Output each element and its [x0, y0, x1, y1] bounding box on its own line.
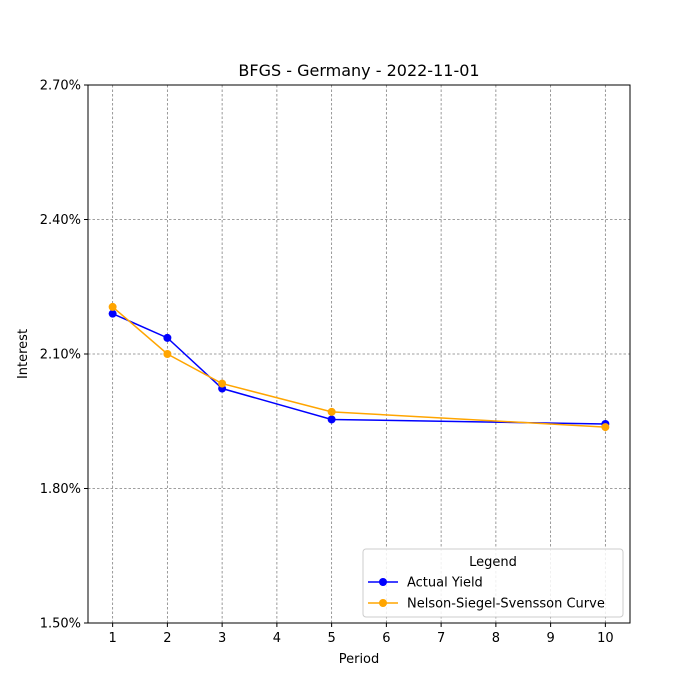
x-axis: 1 2 3 4 5 6 7 8 9 10: [108, 623, 614, 646]
data-point: [218, 379, 227, 388]
legend-item: Actual Yield: [368, 576, 483, 591]
series-2: [108, 302, 610, 432]
data-point: [327, 415, 336, 424]
data-point: [163, 333, 172, 342]
x-tick-label: 9: [546, 631, 554, 646]
y-tick-label: 1.50%: [40, 617, 81, 632]
y-tick-label: 1.80%: [40, 482, 81, 497]
y-tick-label: 2.10%: [40, 348, 81, 363]
x-tick-label: 6: [382, 631, 390, 646]
data-point: [327, 407, 336, 416]
chart-title: BFGS - Germany - 2022-11-01: [238, 61, 479, 80]
x-tick-label: 3: [218, 631, 226, 646]
x-axis-label: Period: [339, 652, 380, 667]
x-tick-label: 7: [437, 631, 445, 646]
data-point: [601, 423, 610, 432]
y-axis-label: Interest: [16, 329, 31, 379]
legend-box: [362, 548, 624, 618]
legend: Legend Actual Yield Nelson-Siegel-Svensson…: [362, 548, 624, 618]
x-tick-label: 10: [597, 631, 614, 646]
y-axis: 1.50% 1.80% 2.10% 2.40% 2.70%: [40, 79, 88, 632]
legend-label: Nelson-Siegel-Svensson Curve: [407, 597, 605, 612]
data-point: [108, 302, 117, 311]
legend-label: Actual Yield: [407, 576, 483, 591]
x-tick-label: 1: [108, 631, 116, 646]
legend-item: Nelson-Siegel-Svensson Curve: [368, 597, 605, 612]
legend-marker: [379, 578, 387, 586]
x-tick-label: 5: [327, 631, 335, 646]
legend-marker: [379, 599, 387, 607]
x-tick-label: 4: [273, 631, 281, 646]
y-tick-label: 2.70%: [40, 79, 81, 94]
series-layer: [108, 302, 610, 432]
data-point: [108, 309, 117, 318]
x-tick-label: 2: [163, 631, 171, 646]
data-point: [163, 350, 172, 358]
legend-title: Legend: [469, 555, 517, 570]
y-tick-label: 2.40%: [40, 213, 81, 228]
x-tick-label: 8: [492, 631, 500, 646]
